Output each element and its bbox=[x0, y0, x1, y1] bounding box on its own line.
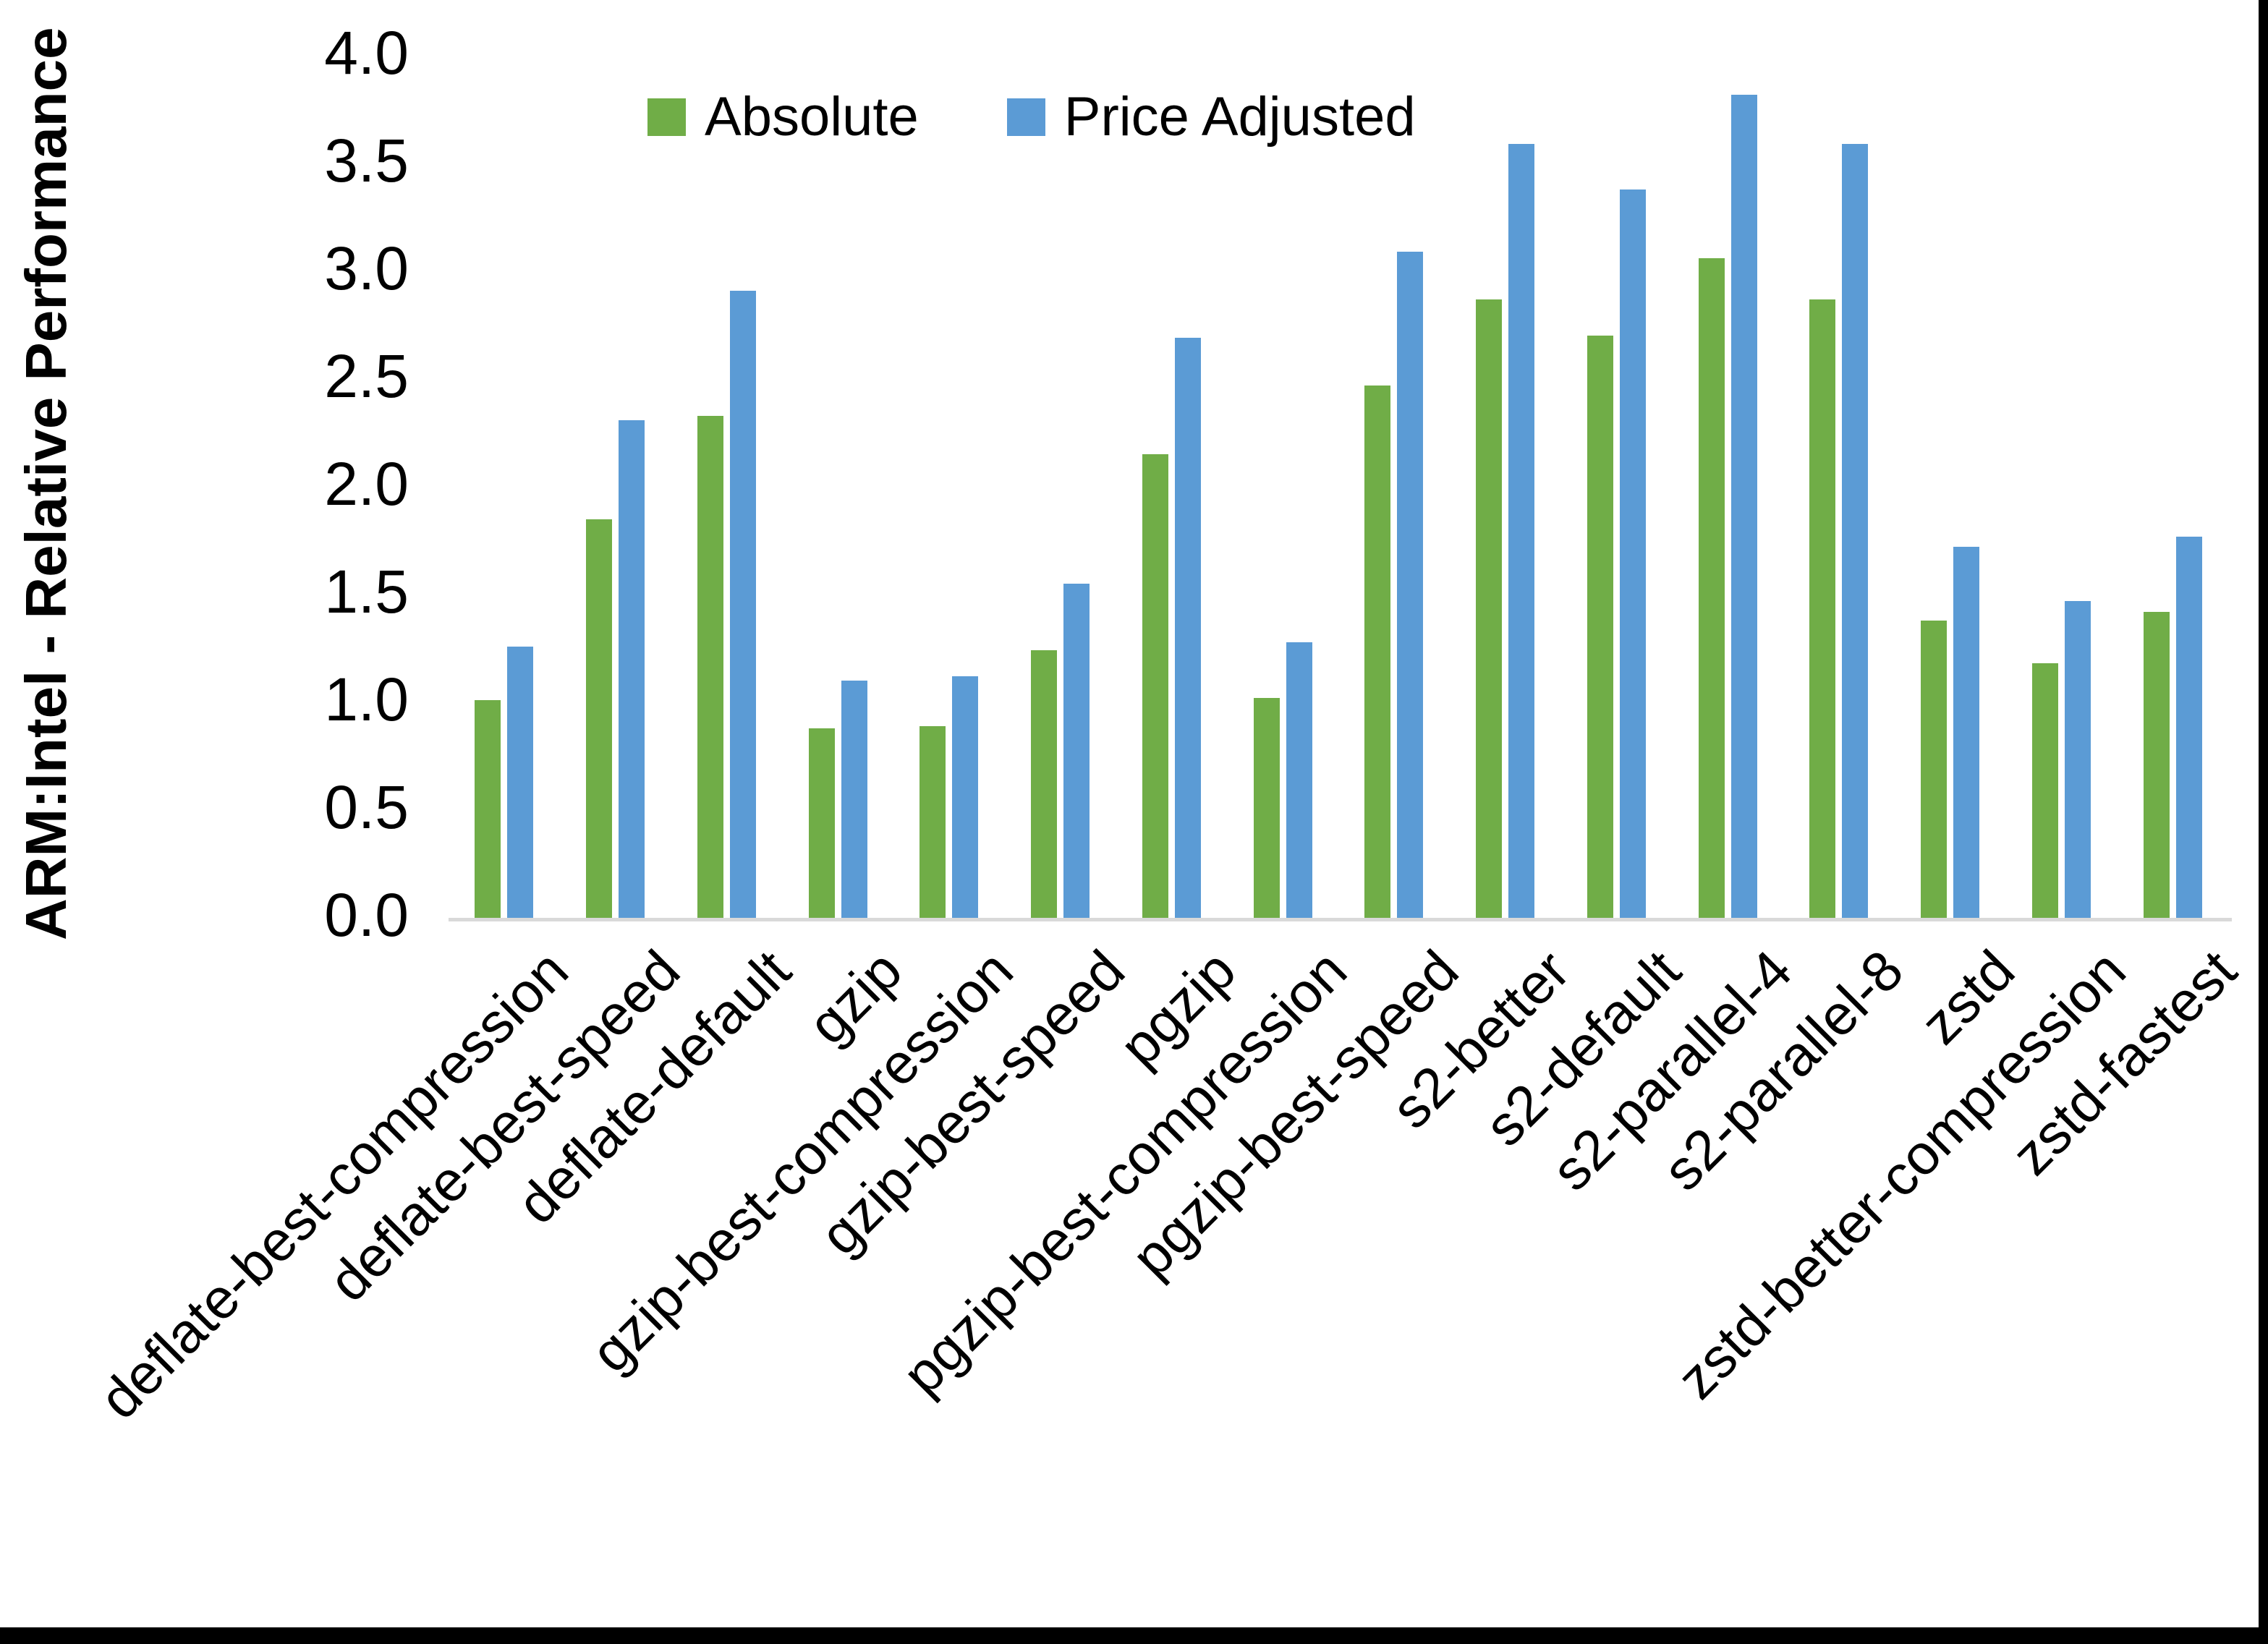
bar-group bbox=[1783, 56, 1895, 918]
bar-group bbox=[1561, 56, 1673, 918]
bar-absolute bbox=[1587, 336, 1613, 918]
bar-price-adjusted bbox=[1174, 338, 1201, 918]
bar-absolute bbox=[2031, 663, 2058, 918]
bar-group bbox=[1895, 56, 2006, 918]
bar-group bbox=[893, 56, 1005, 918]
bar-absolute bbox=[2143, 611, 2170, 918]
bar-group bbox=[1227, 56, 1338, 918]
bar-price-adjusted bbox=[507, 646, 534, 918]
bar-group bbox=[560, 56, 671, 918]
bar-price-adjusted bbox=[1953, 547, 1980, 918]
bar-price-adjusted bbox=[619, 419, 645, 918]
bar-price-adjusted bbox=[1397, 252, 1424, 918]
legend-swatch-absolute bbox=[647, 98, 686, 136]
bar-price-adjusted bbox=[841, 681, 867, 918]
bar-group bbox=[1450, 56, 1561, 918]
bar-absolute bbox=[1476, 299, 1503, 918]
bar-price-adjusted bbox=[2064, 600, 2091, 918]
bar-absolute bbox=[586, 519, 613, 918]
bar-group bbox=[1005, 56, 1116, 918]
bar-price-adjusted bbox=[1730, 94, 1757, 918]
y-tick-label: 0.5 bbox=[324, 773, 409, 841]
bar-absolute bbox=[1921, 620, 1948, 918]
x-axis-baseline bbox=[449, 918, 2232, 921]
legend: Absolute Price Adjusted bbox=[647, 85, 1416, 148]
legend-label-price-adjusted: Price Adjusted bbox=[1063, 86, 1416, 148]
legend-swatch-price-adjusted bbox=[1006, 98, 1045, 136]
bar-absolute bbox=[1809, 299, 1836, 918]
bar-absolute bbox=[808, 728, 835, 918]
y-tick-label: 1.0 bbox=[324, 665, 409, 733]
bar-group bbox=[2006, 56, 2118, 918]
bar-absolute bbox=[1031, 650, 1058, 918]
bar-group bbox=[449, 56, 560, 918]
bar-absolute bbox=[1698, 258, 1725, 918]
y-tick-label: 0.0 bbox=[324, 881, 409, 949]
bar-price-adjusted bbox=[1619, 189, 1646, 918]
bar-group bbox=[2117, 56, 2228, 918]
bar-absolute bbox=[1364, 385, 1391, 918]
legend-label-absolute: Absolute bbox=[705, 86, 919, 148]
bar-price-adjusted bbox=[729, 290, 756, 918]
bar-price-adjusted bbox=[1842, 144, 1869, 918]
y-tick-label: 1.5 bbox=[324, 558, 409, 626]
bar-group bbox=[1672, 56, 1783, 918]
bar-price-adjusted bbox=[1063, 584, 1090, 918]
bar-price-adjusted bbox=[1286, 642, 1312, 918]
plot-area bbox=[449, 56, 2228, 918]
bar-absolute bbox=[1253, 698, 1280, 918]
bar-price-adjusted bbox=[952, 676, 979, 918]
y-tick-label: 2.0 bbox=[324, 450, 409, 518]
y-tick-label: 3.0 bbox=[324, 234, 409, 302]
bar-group bbox=[1338, 56, 1450, 918]
y-tick-label: 3.5 bbox=[324, 127, 409, 195]
bar-absolute bbox=[697, 415, 723, 918]
bar-price-adjusted bbox=[2175, 536, 2202, 918]
x-category-label: deflate-best-compression bbox=[87, 937, 580, 1431]
bar-price-adjusted bbox=[1508, 144, 1535, 918]
bar-absolute bbox=[1142, 454, 1168, 918]
y-axis-title: ARM:Intel - Relative Performance bbox=[14, 27, 78, 940]
bar-group bbox=[1116, 56, 1228, 918]
bar-group bbox=[671, 56, 783, 918]
bar-group bbox=[782, 56, 893, 918]
y-tick-label: 4.0 bbox=[324, 19, 409, 87]
bar-absolute bbox=[919, 725, 946, 918]
y-tick-label: 2.5 bbox=[324, 342, 409, 410]
bar-absolute bbox=[475, 700, 501, 918]
